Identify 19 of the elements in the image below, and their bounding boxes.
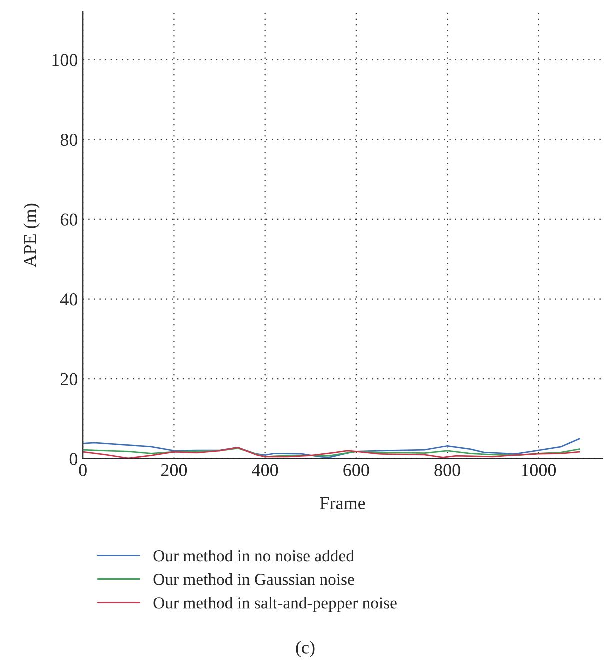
text: (c) — [296, 641, 315, 658]
legend-label: Our method in salt-and-pepper noise — [154, 597, 397, 612]
legend-label: Our method in Gaussian noise — [154, 574, 354, 586]
y-tick-label: 100 — [52, 54, 78, 66]
legend-label: Our method in no noise added — [154, 550, 354, 562]
x-tick-label: 400 — [252, 464, 278, 476]
x-axis-title: Frame — [320, 498, 366, 510]
y-tick-label: 80 — [60, 134, 78, 146]
x-tick-label: 800 — [434, 464, 460, 476]
line-series — [83, 438, 580, 458]
x-tick-label: 200 — [161, 464, 188, 476]
x-tick-label: 600 — [344, 464, 370, 476]
x-tick-label: 1000 — [522, 464, 556, 476]
y-tick-label: 40 — [60, 294, 78, 306]
y-axis-title: APE (m) — [24, 204, 40, 268]
y-tick-label: 20 — [60, 373, 78, 386]
y-tick-label: 60 — [60, 214, 78, 226]
y-tick-label: 0 — [70, 453, 78, 466]
x-tick-label: 0 — [79, 464, 87, 476]
